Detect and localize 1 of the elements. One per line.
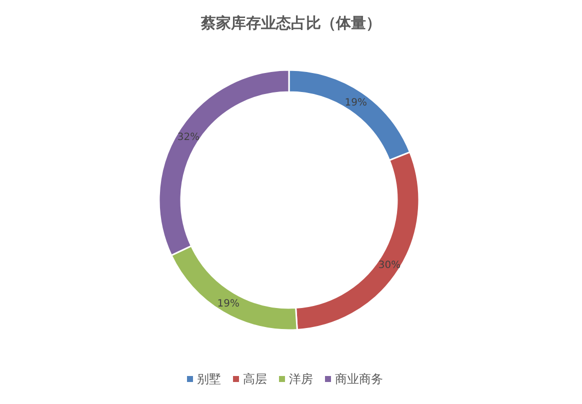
- title: 蔡家库存业态占比（体量）: [201, 14, 381, 32]
